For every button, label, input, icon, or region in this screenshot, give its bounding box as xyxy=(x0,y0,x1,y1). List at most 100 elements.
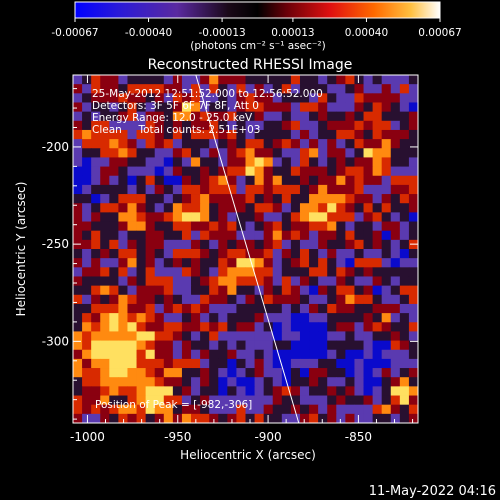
heatmap-cell xyxy=(227,148,237,158)
heatmap-cell xyxy=(281,331,292,341)
heatmap-cell xyxy=(390,102,401,113)
heatmap-cell xyxy=(218,194,228,204)
heatmap-cell xyxy=(127,276,137,287)
heatmap-cell xyxy=(290,129,301,140)
heatmap-cell xyxy=(272,386,283,396)
heatmap-cell xyxy=(354,84,364,94)
heatmap-cell xyxy=(91,404,101,415)
heatmap-cell xyxy=(82,386,92,396)
heatmap-cell xyxy=(345,194,355,204)
heatmap-cell xyxy=(408,93,418,103)
heatmap-cell xyxy=(290,175,301,186)
heatmap-cell xyxy=(281,303,292,314)
heatmap-cell xyxy=(299,93,310,103)
heatmap-cell xyxy=(181,303,192,314)
heatmap-cell xyxy=(254,120,265,131)
heatmap-cell xyxy=(91,175,101,186)
heatmap-cell xyxy=(399,294,410,305)
heatmap-cell xyxy=(118,303,128,314)
heatmap-cell xyxy=(354,294,364,305)
heatmap-cell xyxy=(127,175,137,186)
heatmap-cell xyxy=(327,129,337,140)
heatmap-cell xyxy=(354,249,364,259)
heatmap-cell xyxy=(309,84,319,94)
heatmap-cell xyxy=(236,377,246,387)
heatmap-cell xyxy=(100,120,110,131)
heatmap-cell xyxy=(172,404,183,415)
heatmap-cell xyxy=(272,120,283,131)
heatmap-cell xyxy=(399,157,410,167)
heatmap-cell xyxy=(236,221,246,232)
heatmap-cell xyxy=(254,258,265,268)
heatmap-cell xyxy=(245,358,255,369)
heatmap-cell xyxy=(154,230,165,241)
heatmap-cell xyxy=(327,102,337,113)
heatmap-cell xyxy=(145,139,156,149)
heatmap-cell xyxy=(381,303,392,314)
heatmap-cell xyxy=(100,111,110,122)
heatmap-cell xyxy=(318,129,328,140)
heatmap-cell xyxy=(100,276,110,287)
heatmap-cell xyxy=(172,331,183,341)
heatmap-cell xyxy=(336,129,346,140)
heatmap-cell xyxy=(91,267,101,277)
heatmap-cell xyxy=(354,358,364,369)
heatmap-cell xyxy=(154,84,165,94)
heatmap-cell xyxy=(408,258,418,268)
heatmap-cell xyxy=(91,258,101,268)
heatmap-cell xyxy=(399,221,410,232)
heatmap-cell xyxy=(309,377,319,387)
heatmap-cell xyxy=(100,212,110,222)
heatmap-cell xyxy=(318,331,328,341)
heatmap-cell xyxy=(336,322,346,332)
heatmap-cell xyxy=(200,313,210,323)
heatmap-cell xyxy=(218,120,228,131)
heatmap-cell xyxy=(381,120,392,131)
heatmap-cell xyxy=(408,120,418,131)
heatmap-cell xyxy=(236,404,246,415)
heatmap-cell xyxy=(218,303,228,314)
heatmap-cell xyxy=(254,267,265,277)
heatmap-cell xyxy=(200,203,210,213)
heatmap-cell xyxy=(181,194,192,204)
heatmap-cell xyxy=(191,404,201,415)
heatmap-cell xyxy=(372,184,383,195)
heatmap-cell xyxy=(363,413,374,423)
heatmap-cell xyxy=(408,294,418,305)
heatmap-cell xyxy=(172,212,183,222)
heatmap-cell xyxy=(91,285,101,296)
heatmap-cell xyxy=(309,129,319,140)
heatmap-cell xyxy=(263,93,274,103)
heatmap-cell xyxy=(82,267,92,277)
heatmap-cell xyxy=(181,267,192,277)
heatmap-cell xyxy=(172,221,183,232)
heatmap-cell xyxy=(254,313,265,323)
heatmap-cell xyxy=(172,340,183,351)
heatmap-cell xyxy=(263,395,274,406)
heatmap-cell xyxy=(299,230,310,241)
heatmap-cell xyxy=(236,340,246,351)
heatmap-cell xyxy=(82,349,92,360)
heatmap-cell xyxy=(399,349,410,360)
heatmap-cell xyxy=(181,358,192,369)
heatmap-cell xyxy=(336,139,346,149)
heatmap-cell xyxy=(390,166,401,177)
heatmap-cell xyxy=(372,404,383,415)
heatmap-cell xyxy=(354,111,364,122)
heatmap-cell xyxy=(154,102,165,113)
heatmap-cell xyxy=(363,175,374,186)
heatmap-cell xyxy=(209,267,219,277)
heatmap-cell xyxy=(272,276,283,287)
heatmap-cell xyxy=(318,413,328,423)
heatmap-cell xyxy=(408,102,418,113)
heatmap-cell xyxy=(299,313,310,323)
heatmap-cell xyxy=(218,395,228,406)
heatmap-cell xyxy=(254,413,265,423)
heatmap-cell xyxy=(381,184,392,195)
heatmap-cell xyxy=(100,139,110,149)
heatmap-cell xyxy=(327,377,337,387)
heatmap-cell xyxy=(181,340,192,351)
heatmap-cell xyxy=(399,93,410,103)
heatmap-cell xyxy=(191,276,201,287)
heatmap-cell xyxy=(118,93,128,103)
